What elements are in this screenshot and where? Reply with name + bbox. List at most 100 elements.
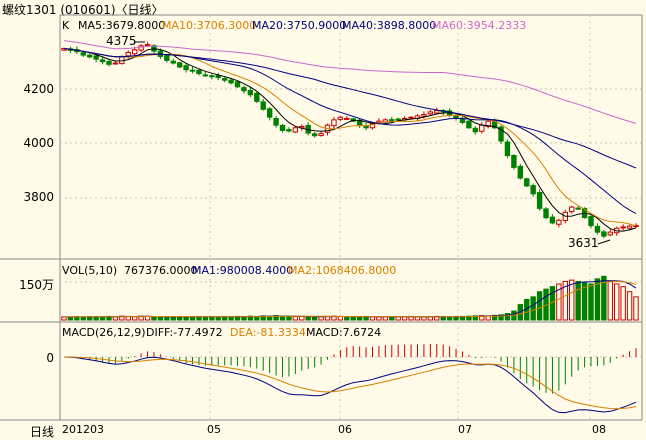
candle-body: [292, 127, 299, 133]
volume-ma2: MA2:1068406.8000: [288, 264, 397, 277]
candle-body: [344, 118, 350, 121]
volume-bar: [215, 316, 221, 321]
candle-body: [234, 81, 241, 88]
macd-diff: DIFF:-77.4972: [146, 326, 223, 339]
volume-bar: [620, 286, 626, 321]
volume-bar: [350, 316, 356, 321]
volume-bar: [151, 316, 157, 321]
volume-bar: [344, 316, 350, 321]
candle-body: [575, 207, 581, 210]
x-tick-05: 05: [207, 423, 221, 436]
candle-body: [80, 52, 86, 56]
volume-bar: [305, 316, 311, 321]
volume-y-tick: 150万: [19, 278, 54, 292]
x-tick-06: 06: [338, 423, 352, 436]
candle-body: [318, 133, 324, 136]
candle-body: [408, 116, 414, 119]
y-tick-3800: 3800: [23, 190, 54, 204]
candle-body: [331, 119, 337, 127]
volume-bar: [286, 315, 292, 321]
candle-body: [99, 59, 106, 63]
candle-body: [119, 55, 125, 65]
candle-body: [569, 206, 575, 213]
x-axis-label: 日线: [30, 425, 55, 439]
y-tick-4000: 4000: [23, 136, 54, 150]
candle-body: [189, 69, 196, 72]
candle-body: [87, 54, 93, 58]
volume-bar: [202, 316, 209, 321]
candle-body: [395, 118, 401, 121]
candle-body: [215, 74, 221, 79]
volume-bar: [556, 283, 562, 321]
volume-bar: [189, 316, 196, 321]
volume-bar: [607, 280, 613, 321]
candle-body: [588, 216, 594, 227]
candle-body: [369, 123, 376, 129]
macd-diff-line: [63, 356, 637, 414]
candle-body: [594, 225, 601, 233]
candle-body: [209, 75, 215, 78]
candle-body: [247, 90, 254, 96]
candle-body: [626, 225, 633, 229]
high-price-marker: 4375: [106, 34, 137, 48]
volume-bar: [356, 316, 363, 321]
volume-bar: [164, 316, 170, 321]
candle-body: [202, 74, 209, 77]
candle-body: [112, 62, 119, 65]
candle-body: [176, 62, 183, 68]
volume-bar: [633, 296, 639, 321]
volume-bar: [504, 313, 511, 321]
candle-body: [254, 92, 260, 102]
candle-body: [421, 114, 427, 117]
candle-body: [549, 216, 556, 224]
candle-body: [164, 54, 170, 61]
candle-body: [138, 45, 144, 51]
price-panel-label: K: [62, 19, 70, 32]
candle-body: [183, 65, 189, 71]
volume-value: 767376.0000: [124, 264, 198, 277]
volume-bar: [588, 283, 594, 321]
ma40-value: MA40:3898.8000: [342, 19, 437, 32]
candle-body: [485, 120, 491, 127]
candle-body: [337, 116, 344, 120]
volume-bar: [183, 316, 189, 321]
volume-bar: [446, 316, 453, 321]
window-title: 螺纹1301 (010601)〈日线〉: [2, 3, 164, 17]
volume-bar: [395, 316, 401, 321]
candle-body: [511, 155, 517, 168]
candle-body: [363, 125, 369, 129]
candle-body: [389, 119, 395, 122]
volume-bar: [530, 296, 536, 321]
candle-body: [601, 231, 607, 237]
ma60-line: [63, 40, 637, 124]
candle-body: [427, 111, 434, 115]
volume-bar: [498, 314, 504, 321]
candle-body: [131, 49, 138, 55]
volume-bar: [601, 275, 607, 321]
ma10-line: [63, 48, 637, 227]
candle-body: [498, 126, 504, 142]
volume-bar: [421, 316, 427, 321]
candle-body: [472, 127, 479, 133]
ma20-value: MA20:3750.9000: [252, 19, 347, 32]
candle-body: [517, 165, 524, 179]
candle-body: [260, 101, 266, 110]
y-tick-4200: 4200: [23, 82, 54, 96]
candle-body: [286, 129, 292, 132]
volume-bar: [382, 316, 389, 321]
low-price-marker: 3631: [568, 236, 599, 250]
volume-bar: [170, 316, 176, 321]
volume-bar: [131, 316, 138, 321]
ma60-value: MA60:3954.2333: [432, 19, 527, 32]
candle-body: [620, 226, 626, 229]
volume-bar: [575, 280, 581, 321]
candle-body: [196, 69, 202, 75]
ma40-line: [63, 48, 637, 169]
volume-bar: [292, 316, 299, 321]
x-tick-201203: 201203: [62, 423, 104, 436]
candle-body: [536, 192, 543, 209]
volume-bar: [536, 291, 543, 321]
volume-bar: [157, 316, 164, 321]
